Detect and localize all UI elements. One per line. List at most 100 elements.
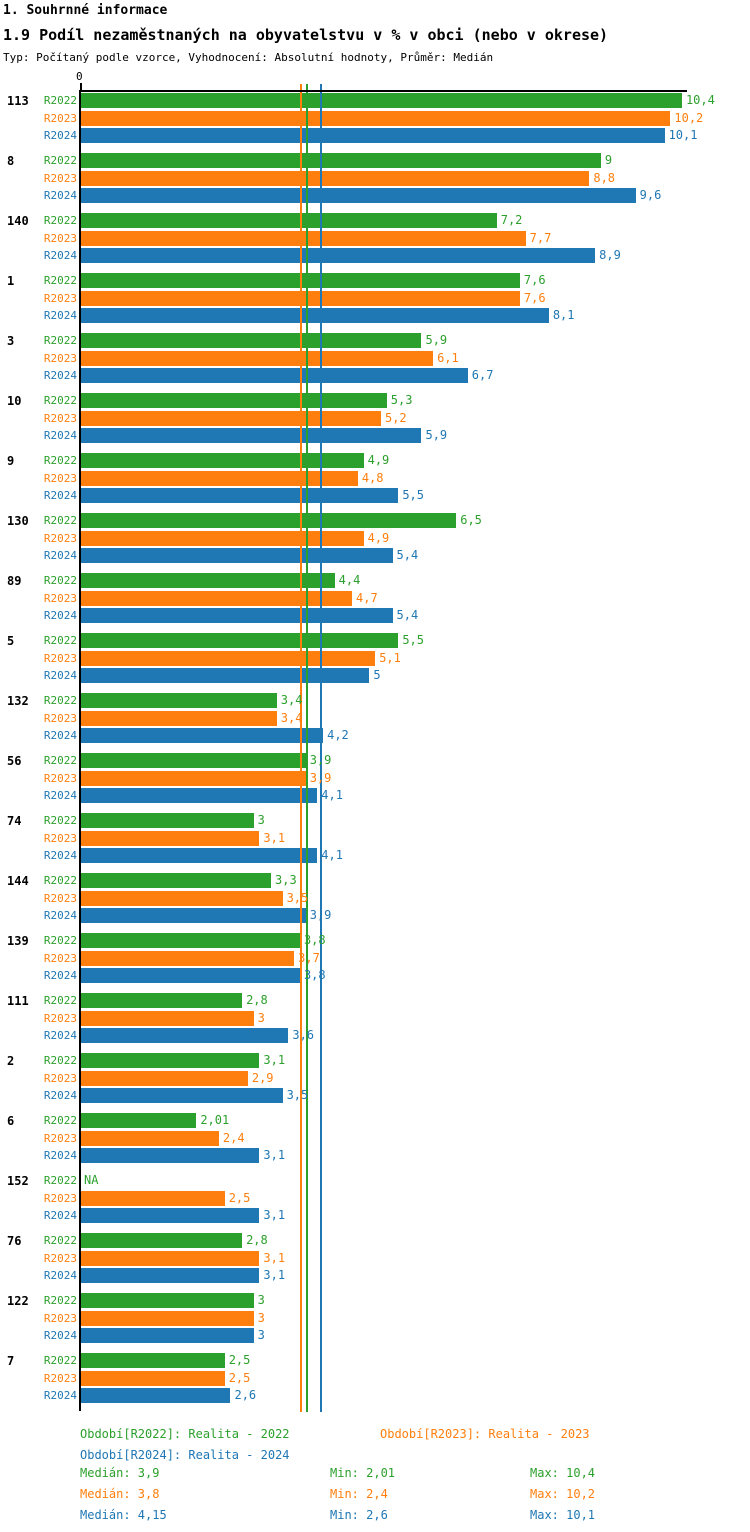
- bar: [81, 188, 636, 204]
- bar-series-label: R2024: [43, 1089, 77, 1103]
- group-label: 74: [7, 813, 22, 828]
- bar-value: 3,1: [263, 1208, 286, 1223]
- bar-series-label: R2022: [43, 214, 77, 227]
- bar-value: 2,9: [251, 1070, 274, 1085]
- bar: [81, 153, 601, 168]
- group-label: 7: [7, 1353, 15, 1368]
- bar-series-label: R2023: [43, 291, 77, 305]
- group-label: 8: [7, 153, 15, 168]
- bar: [81, 1190, 225, 1206]
- bar-value: 3: [257, 1310, 265, 1325]
- bar-value: 5,9: [425, 428, 448, 443]
- bar-series-label: R2024: [43, 429, 77, 443]
- bar-value: 3,1: [263, 1250, 286, 1265]
- bar-series-label: R2024: [43, 549, 77, 563]
- bar-series-label: R2023: [43, 651, 77, 665]
- bar-value: 2,5: [228, 1370, 251, 1385]
- bar-series-label: R2023: [43, 171, 77, 185]
- bar-series-label: R2024: [43, 1209, 77, 1223]
- bar-series-label: R2023: [43, 711, 77, 725]
- bar: [81, 890, 283, 906]
- bar: [81, 393, 387, 408]
- bar-value: 3,7: [298, 950, 320, 965]
- bar-value: 3: [257, 813, 265, 827]
- legend-stat-max-r2022: Max: 10,4: [530, 1466, 596, 1480]
- legend-entry-r2024: Období[R2024]: Realita - 2024: [80, 1448, 290, 1462]
- bar-series-label: R2022: [43, 154, 77, 167]
- bar: [81, 1088, 283, 1104]
- bar-series-label: R2024: [43, 969, 77, 983]
- bar: [81, 93, 682, 108]
- bar-value: 2,8: [246, 993, 268, 1007]
- group-label: 56: [7, 753, 22, 768]
- zero-tick: [80, 83, 82, 90]
- bar-value: 7,6: [523, 273, 546, 287]
- chart-title: 1.9 Podíl nezaměstnaných na obyvatelstvu…: [3, 26, 609, 44]
- group-label: 113: [7, 93, 29, 108]
- bar-value: 5,2: [384, 410, 407, 425]
- group-label: 139: [7, 933, 29, 948]
- bar-series-label: R2023: [43, 771, 77, 785]
- bar-series-label: R2022: [43, 814, 77, 827]
- bar: [81, 333, 422, 348]
- bar-series-label: R2022: [43, 1234, 77, 1247]
- bar-value: 4,9: [367, 530, 390, 545]
- legend-entry-r2023: Období[R2023]: Realita - 2023: [380, 1427, 590, 1441]
- group-label: 10: [7, 393, 22, 408]
- bar-value: 8,1: [552, 308, 575, 323]
- bar: [81, 248, 596, 264]
- bar: [81, 668, 370, 684]
- bar-value: 3,1: [263, 830, 286, 845]
- bar: [81, 968, 300, 984]
- bar-series-label: R2024: [43, 1389, 77, 1403]
- bar: [81, 1148, 260, 1164]
- bar: [81, 110, 671, 126]
- bar-value: 3: [257, 1293, 265, 1307]
- bar-value: 3,9: [309, 770, 332, 785]
- zero-tick-label: 0: [76, 70, 83, 83]
- y-axis-line: [79, 90, 81, 1411]
- legend-stat-median-r2022: Medián: 3,9: [80, 1466, 160, 1480]
- group-label: 9: [7, 453, 15, 468]
- bar: [81, 633, 399, 648]
- bar: [81, 573, 335, 588]
- bar: [81, 428, 422, 444]
- bar-series-label: R2022: [43, 874, 77, 887]
- bar-value: 7,6: [523, 290, 546, 305]
- group-label: 144: [7, 873, 29, 888]
- bar-series-label: R2022: [43, 394, 77, 407]
- bar-series-label: R2023: [43, 111, 77, 125]
- bar-value: 3,1: [263, 1268, 286, 1283]
- bar-value: 6,5: [460, 513, 482, 527]
- group-label: 1: [7, 273, 15, 288]
- bar: [81, 1010, 254, 1026]
- bar: [81, 350, 434, 366]
- group-label: 130: [7, 513, 29, 528]
- bar: [81, 1130, 219, 1146]
- bar-series-label: R2022: [43, 754, 77, 767]
- bar-value: 7,2: [500, 213, 523, 227]
- group-label: 111: [7, 993, 29, 1008]
- bar-value: 5,1: [379, 650, 401, 665]
- bar-value: 3,9: [309, 753, 332, 767]
- bar-series-label: R2024: [43, 609, 77, 623]
- bar-series-label: R2024: [43, 489, 77, 503]
- bar-value: 7,7: [529, 230, 552, 245]
- bar-value: 2,4: [222, 1130, 245, 1145]
- bar-series-label: R2022: [43, 574, 77, 587]
- median-line-r2024: [320, 84, 323, 1412]
- bar: [81, 933, 300, 948]
- bar-value: 10,4: [685, 93, 715, 107]
- bar-series-label: R2024: [43, 1329, 77, 1343]
- bar: [81, 830, 260, 846]
- bar-value: 4,9: [367, 453, 390, 467]
- x-axis-line: [80, 90, 687, 92]
- bar: [81, 770, 306, 786]
- bar-value: 3,4: [280, 693, 303, 707]
- bar-value: 3: [257, 1328, 265, 1343]
- bar: [81, 1310, 254, 1326]
- bar-value: 3,5: [286, 1088, 309, 1103]
- median-line-r2022: [305, 84, 308, 1412]
- bar-value: 2,01: [200, 1113, 230, 1127]
- bar-value: 3,3: [275, 873, 297, 887]
